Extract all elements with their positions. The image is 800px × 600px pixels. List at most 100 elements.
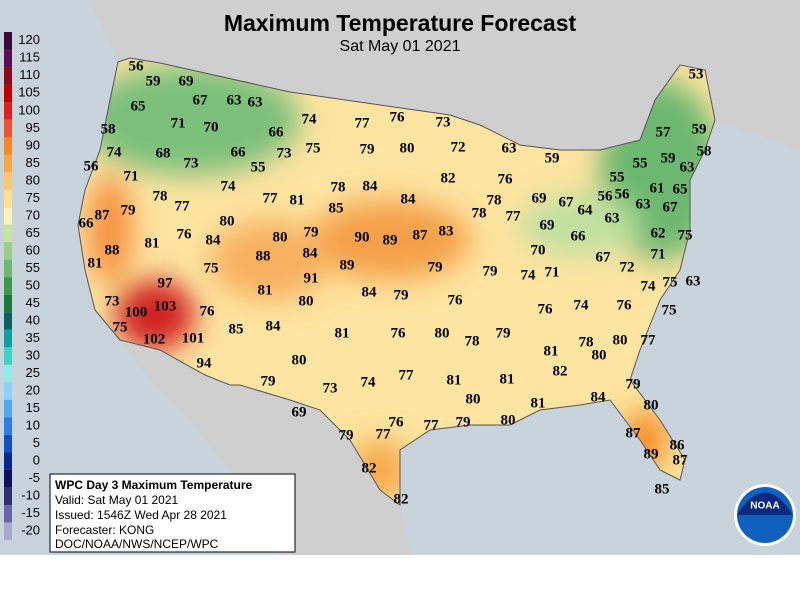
scale-swatch bbox=[4, 347, 12, 365]
temperature-label: 87 bbox=[673, 452, 689, 468]
scale-label: -5 bbox=[28, 470, 40, 485]
temperature-label: 83 bbox=[439, 223, 454, 239]
temperature-label: 63 bbox=[686, 273, 701, 289]
temperature-label: 87 bbox=[95, 207, 111, 223]
temperature-label: 101 bbox=[182, 330, 205, 346]
temperature-label: 55 bbox=[610, 169, 625, 185]
temperature-label: 80 bbox=[292, 352, 307, 368]
scale-label: 65 bbox=[26, 225, 40, 240]
scale-label: -20 bbox=[21, 523, 40, 538]
temperature-label: 53 bbox=[689, 66, 704, 82]
temperature-label: 81 bbox=[290, 192, 305, 208]
scale-swatch bbox=[4, 487, 12, 505]
temperature-label: 76 bbox=[390, 109, 406, 125]
temperature-label: 55 bbox=[251, 159, 266, 175]
temperature-label: 73 bbox=[323, 380, 338, 396]
scale-label: 70 bbox=[26, 207, 40, 222]
field-ca bbox=[88, 175, 132, 285]
temperature-label: 78 bbox=[579, 334, 594, 350]
temperature-label: 65 bbox=[673, 181, 688, 197]
temperature-label: 79 bbox=[394, 287, 409, 303]
scale-swatch bbox=[4, 522, 12, 540]
scale-swatch bbox=[4, 242, 12, 260]
temperature-label: 85 bbox=[655, 481, 670, 497]
scale-swatch bbox=[4, 399, 12, 418]
temperature-label: 79 bbox=[339, 427, 354, 443]
temperature-label: 84 bbox=[591, 389, 607, 405]
color-scale: 1201151101051009590858075706560555045403… bbox=[4, 32, 40, 540]
scale-label: 105 bbox=[18, 85, 40, 100]
temperature-label: 67 bbox=[596, 249, 612, 265]
temperature-label: 63 bbox=[636, 196, 651, 212]
info-box: WPC Day 3 Maximum Temperature Valid: Sat… bbox=[49, 473, 296, 553]
temperature-label: 89 bbox=[340, 257, 355, 273]
scale-label: 50 bbox=[26, 277, 40, 292]
canada bbox=[0, 0, 800, 150]
title: Maximum Temperature Forecast bbox=[224, 10, 577, 36]
temperature-label: 74 bbox=[107, 144, 123, 160]
temperature-label: 61 bbox=[650, 180, 665, 196]
scale-swatch bbox=[4, 329, 12, 348]
temperature-label: 84 bbox=[362, 284, 378, 300]
temperature-label: 59 bbox=[692, 121, 707, 137]
scale-swatch bbox=[4, 312, 12, 330]
temperature-label: 77 bbox=[399, 367, 415, 383]
temperature-label: 78 bbox=[472, 205, 487, 221]
temperature-label: 90 bbox=[355, 229, 370, 245]
temperature-label: 81 bbox=[531, 395, 546, 411]
field-utah bbox=[210, 220, 330, 300]
temperature-label: 67 bbox=[663, 199, 679, 215]
field-sw bbox=[115, 280, 195, 350]
temperature-label: 77 bbox=[175, 198, 191, 214]
temperature-label: 80 bbox=[592, 347, 607, 363]
temperature-label: 76 bbox=[498, 171, 514, 187]
temperature-label: 59 bbox=[661, 150, 676, 166]
scale-label: 0 bbox=[33, 453, 40, 468]
temperature-label: 58 bbox=[697, 143, 712, 159]
scale-swatch bbox=[4, 382, 12, 400]
temperature-label: 72 bbox=[620, 259, 635, 275]
scale-label: 20 bbox=[26, 383, 40, 398]
scale-swatch bbox=[4, 504, 12, 523]
temperature-label: 67 bbox=[193, 92, 209, 108]
scale-swatch bbox=[4, 417, 12, 435]
temperature-label: 75 bbox=[204, 260, 219, 276]
temperature-label: 74 bbox=[641, 278, 657, 294]
temperature-label: 55 bbox=[633, 155, 648, 171]
temperature-label: 56 bbox=[598, 188, 614, 204]
temperature-label: 65 bbox=[131, 98, 146, 114]
scale-swatch bbox=[4, 102, 12, 120]
scale-label: 35 bbox=[26, 330, 40, 345]
field-plains bbox=[310, 200, 470, 280]
logo-top bbox=[737, 492, 793, 515]
temperature-label: 74 bbox=[361, 374, 377, 390]
temperature-label: 97 bbox=[158, 275, 174, 291]
temperature-label: 75 bbox=[306, 140, 321, 156]
temperature-label: 69 bbox=[532, 190, 547, 206]
temperature-label: 71 bbox=[651, 246, 666, 262]
temperature-label: 77 bbox=[506, 208, 522, 224]
temperature-label: 80 bbox=[501, 412, 516, 428]
scale-label: 30 bbox=[26, 348, 40, 363]
info-heading: WPC Day 3 Maximum Temperature bbox=[55, 478, 252, 492]
temperature-label: 82 bbox=[362, 460, 377, 476]
temperature-label: 70 bbox=[531, 242, 546, 258]
temperature-label: 77 bbox=[641, 332, 657, 348]
temperature-label: 77 bbox=[263, 190, 279, 206]
temperature-label: 77 bbox=[376, 426, 392, 442]
scale-label: -10 bbox=[21, 488, 40, 503]
temperature-label: 79 bbox=[483, 263, 498, 279]
scale-label: 5 bbox=[33, 435, 40, 450]
temperature-label: 63 bbox=[227, 92, 242, 108]
temperature-label: 89 bbox=[644, 446, 659, 462]
temperature-label: 84 bbox=[363, 178, 379, 194]
temperature-label: 75 bbox=[663, 274, 678, 290]
temperature-label: 81 bbox=[145, 235, 160, 251]
temperature-label: 84 bbox=[206, 232, 222, 248]
scale-swatch bbox=[4, 32, 12, 50]
temperature-label: 89 bbox=[383, 232, 398, 248]
noaa-logo: NOAA bbox=[734, 484, 796, 546]
temperature-label: 81 bbox=[447, 372, 462, 388]
scale-label: 115 bbox=[19, 50, 40, 65]
